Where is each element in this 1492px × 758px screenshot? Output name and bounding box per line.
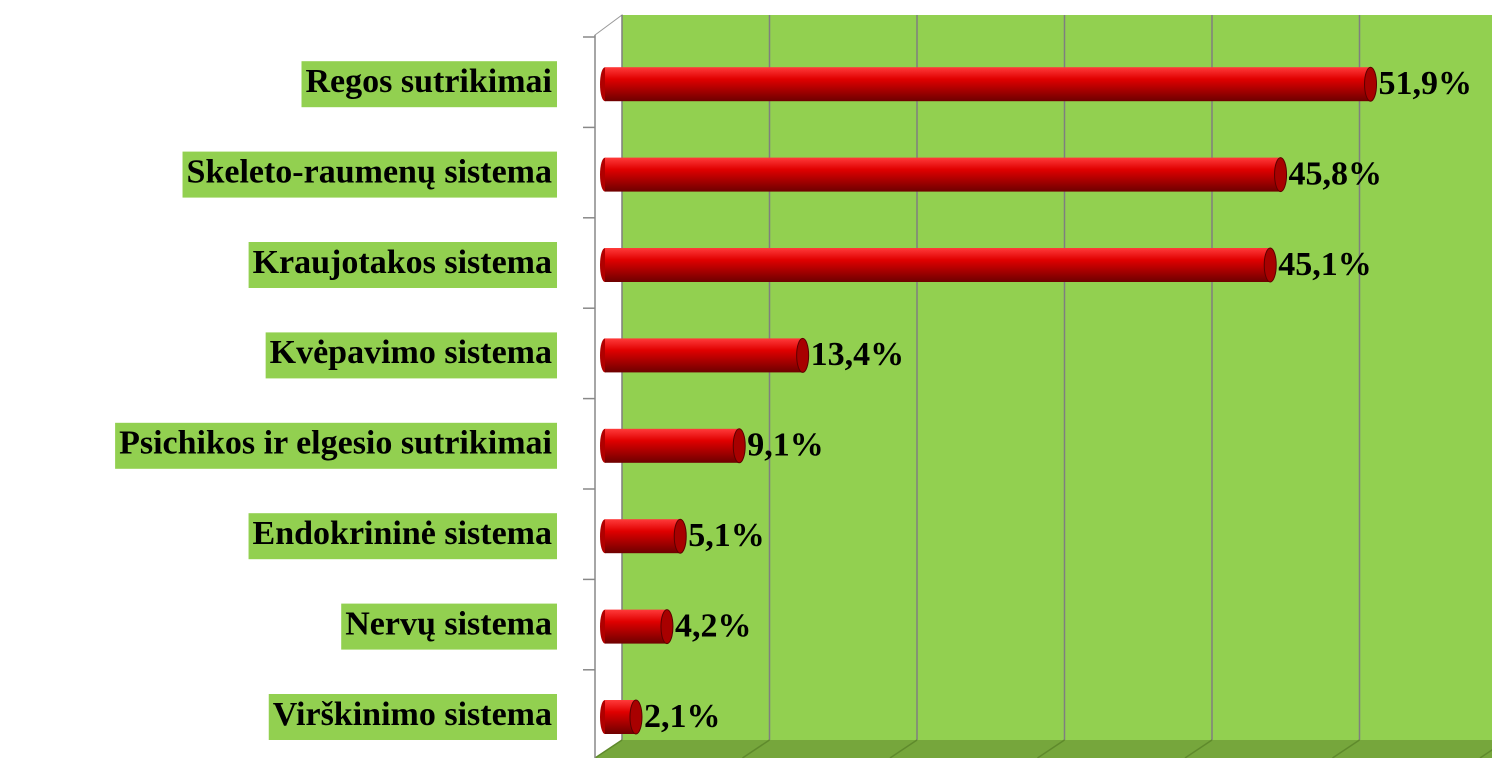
bar-cap xyxy=(629,699,643,735)
value-label: 45,8% xyxy=(1289,155,1383,192)
bar xyxy=(605,157,1281,192)
bar-cap xyxy=(1364,66,1378,102)
bar-cap xyxy=(673,518,687,554)
y-tick-label: Virškinimo sistema xyxy=(273,696,552,733)
label-background xyxy=(115,422,557,469)
value-label: 4,2% xyxy=(675,607,752,644)
floor-line xyxy=(1037,739,1065,758)
label-background xyxy=(265,332,557,379)
label-background xyxy=(341,603,557,650)
bar xyxy=(605,338,803,373)
bar-cap xyxy=(732,428,746,464)
value-label: 45,1% xyxy=(1278,246,1372,283)
floor-line xyxy=(1184,739,1213,758)
bar xyxy=(605,428,740,463)
label-background xyxy=(268,694,557,740)
bar xyxy=(605,67,1371,102)
value-label: 13,4% xyxy=(811,336,905,373)
bar-cap xyxy=(1263,247,1277,283)
bar xyxy=(605,248,1271,282)
value-label: 5,1% xyxy=(688,517,765,554)
floor xyxy=(595,740,1492,758)
bar-cap xyxy=(796,337,810,373)
label-background xyxy=(248,513,557,560)
y-tick-label: Endokrininė sistema xyxy=(253,515,552,552)
bar-cap xyxy=(1274,157,1288,193)
y-tick-label: Psichikos ir elgesio sutrikimai xyxy=(119,425,552,462)
y-tick-label: Skeleto-raumenų sistema xyxy=(187,153,552,190)
floor-line xyxy=(1332,739,1360,758)
bar-cap xyxy=(660,609,674,645)
y-tick-label: Kraujotakos sistema xyxy=(253,244,552,281)
back-wall xyxy=(622,15,1492,740)
y-tick-label: Nervų sistema xyxy=(345,605,552,642)
floor-line xyxy=(594,739,623,758)
side-wall xyxy=(594,14,623,758)
y-tick-label: Kvėpavimo sistema xyxy=(270,334,552,371)
value-label: 2,1% xyxy=(644,698,721,735)
y-tick-label: Regos sutrikimai xyxy=(306,63,553,100)
label-background xyxy=(301,61,557,108)
label-background xyxy=(248,242,557,288)
value-label: 51,9% xyxy=(1379,65,1473,102)
floor-line xyxy=(1479,749,1492,758)
floor-line xyxy=(889,739,918,758)
floor-line xyxy=(742,739,770,758)
bar xyxy=(605,519,681,554)
value-label: 9,1% xyxy=(747,427,824,464)
label-background xyxy=(182,151,557,198)
bar xyxy=(605,609,667,644)
